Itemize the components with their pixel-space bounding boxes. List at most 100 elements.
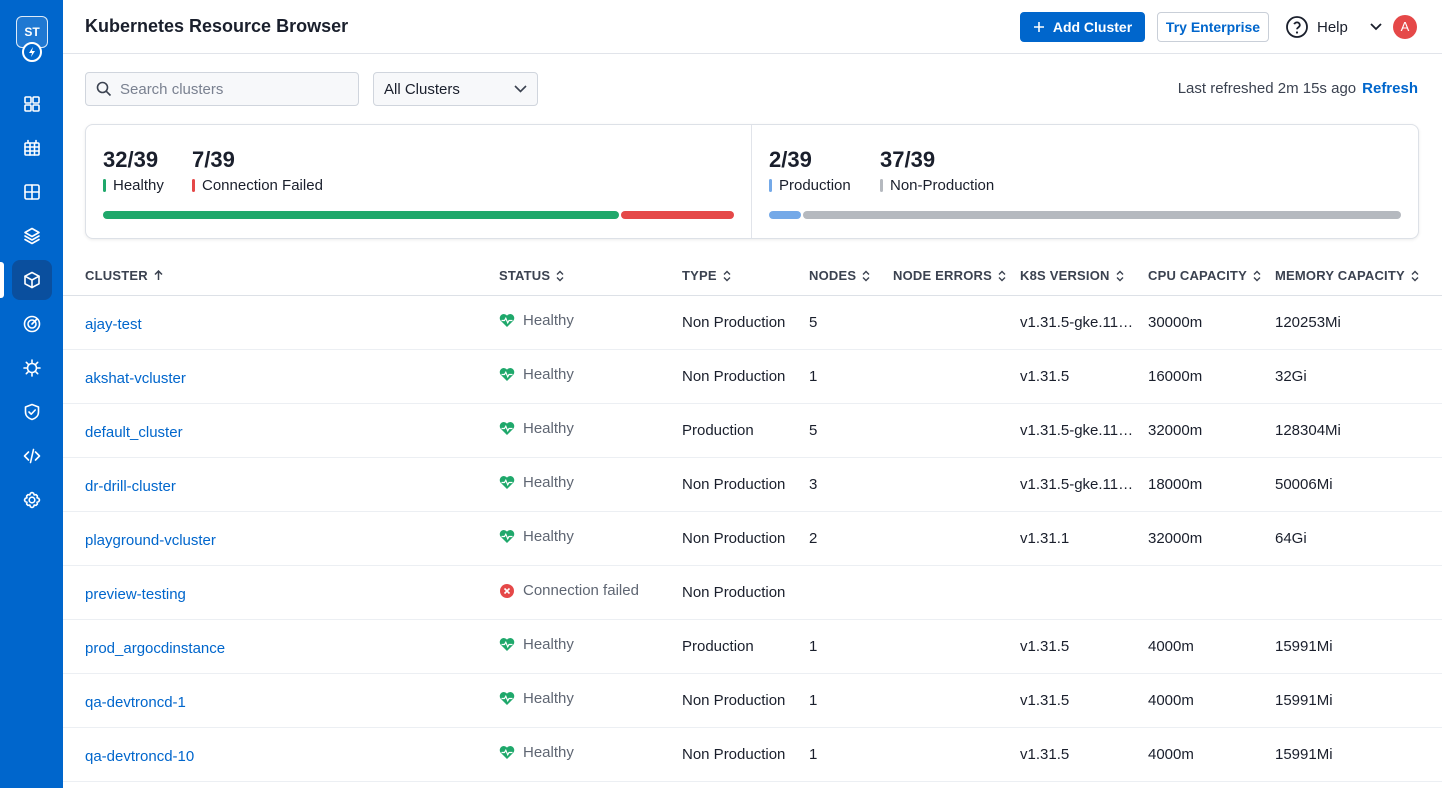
healthy-heart-icon: [499, 476, 515, 489]
status-text: Healthy: [523, 690, 574, 707]
cluster-name-link[interactable]: prod_argocdinstance: [85, 640, 226, 657]
table-row[interactable]: ajay-test Healthy Non Production 5 v1.31.5-g…: [63, 296, 1442, 350]
search-box[interactable]: [85, 72, 359, 106]
column-header-status[interactable]: STATUS: [499, 268, 564, 283]
table-row[interactable]: preview-testing Connection failed Non Prod…: [63, 566, 1442, 620]
stats-divider: [751, 125, 752, 238]
cluster-name-link[interactable]: dr-drill-cluster: [85, 478, 176, 495]
column-header-node-errors[interactable]: NODE ERRORS: [893, 268, 1006, 283]
help-label: Help: [1317, 18, 1348, 36]
production-segment: [769, 211, 802, 219]
table-row[interactable]: qa-devtroncd-1 Healthy Non Production 1 v1.3…: [63, 674, 1442, 728]
column-header-nodes[interactable]: NODES: [809, 268, 870, 283]
failed-segment: [621, 211, 734, 219]
cell-memory: 15991Mi: [1275, 692, 1333, 709]
cluster-status: Healthy: [499, 744, 574, 761]
healthy-heart-icon: [499, 314, 515, 327]
cell-memory: 32Gi: [1275, 368, 1307, 385]
column-header-memory-capacity[interactable]: MEMORY CAPACITY: [1275, 268, 1419, 283]
cluster-filter-value: All Clusters: [384, 80, 460, 98]
failed-count: 7/39: [192, 147, 235, 172]
nonprod-count: 37/39: [880, 147, 936, 172]
bug-icon: [23, 359, 41, 377]
cluster-name-link[interactable]: ajay-test: [85, 316, 142, 333]
add-cluster-button[interactable]: Add Cluster: [1020, 12, 1145, 42]
column-header-label: K8S VERSION: [1020, 268, 1110, 283]
cluster-name-link[interactable]: preview-testing: [85, 586, 186, 603]
sidebar-item-cube[interactable]: [12, 260, 52, 300]
production-label: Production: [779, 177, 851, 194]
cell-cpu: 16000m: [1148, 368, 1203, 385]
column-header-label: TYPE: [682, 268, 717, 283]
table-row[interactable]: dr-drill-cluster Healthy Non Production 3 v1…: [63, 458, 1442, 512]
sidebar-item-table[interactable]: [12, 128, 52, 168]
refresh-link[interactable]: Refresh: [1362, 80, 1418, 97]
cell-version: v1.31.5-gke.11…: [1020, 422, 1134, 439]
cluster-name-link[interactable]: playground-vcluster: [85, 532, 216, 549]
cluster-name-link[interactable]: qa-devtroncd-10: [85, 748, 195, 765]
sidebar-item-settings-gear[interactable]: [12, 480, 52, 520]
sidebar-item-bug[interactable]: [12, 348, 52, 388]
table-header: CLUSTER STATUS TYPE NODES NODE ERRORS K8S VER…: [63, 256, 1442, 296]
sidebar-item-dashboard-grid[interactable]: [12, 84, 52, 124]
failed-legend-marker: [192, 179, 195, 192]
sort-icon: [1253, 270, 1261, 281]
help-menu[interactable]: Help: [1285, 14, 1382, 40]
cluster-name-link[interactable]: akshat-vcluster: [85, 370, 186, 387]
table-row[interactable]: default_cluster Healthy Production 5 v1.31.5…: [63, 404, 1442, 458]
help-circle-icon: [1286, 16, 1308, 38]
cell-type: Production: [682, 422, 754, 439]
sidebar-item-layout-grid[interactable]: [12, 172, 52, 212]
healthy-legend-marker: [103, 179, 106, 192]
cell-memory: 15991Mi: [1275, 638, 1333, 655]
status-text: Healthy: [523, 744, 574, 761]
refresh-status: Last refreshed 2m 15s ago Refresh: [1178, 80, 1418, 97]
table-row[interactable]: akshat-vcluster Healthy Non Production 1 v1.…: [63, 350, 1442, 404]
table-row[interactable]: playground-vcluster Healthy Non Production…: [63, 512, 1442, 566]
column-header-label: STATUS: [499, 268, 551, 283]
sidebar-item-shield-check[interactable]: [12, 392, 52, 432]
cell-memory: 50006Mi: [1275, 476, 1333, 493]
try-enterprise-button[interactable]: Try Enterprise: [1157, 12, 1269, 42]
table-row[interactable]: qa-devtroncd-10 Healthy Non Production 1 v1.…: [63, 728, 1442, 782]
status-text: Healthy: [523, 528, 574, 545]
cell-nodes: 5: [809, 314, 818, 331]
cell-nodes: 1: [809, 692, 818, 709]
healthy-heart-icon: [499, 638, 515, 651]
column-header-k8s-version[interactable]: K8S VERSION: [1020, 268, 1124, 283]
nonprod-legend-marker: [880, 179, 883, 192]
user-avatar[interactable]: A: [1393, 15, 1417, 39]
search-input[interactable]: [120, 80, 340, 98]
column-header-cpu-capacity[interactable]: CPU CAPACITY: [1148, 268, 1261, 283]
layers-icon: [24, 227, 40, 245]
column-header-label: MEMORY CAPACITY: [1275, 268, 1405, 283]
sort-icon: [1116, 270, 1124, 281]
sidebar-item-target[interactable]: [12, 304, 52, 344]
column-header-type[interactable]: TYPE: [682, 268, 731, 283]
column-header-label: CPU CAPACITY: [1148, 268, 1247, 283]
sidebar-item-code[interactable]: [12, 436, 52, 476]
column-header-cluster[interactable]: CLUSTER: [85, 268, 163, 283]
cell-version: v1.31.5-gke.11…: [1020, 314, 1134, 331]
cluster-name-link[interactable]: default_cluster: [85, 424, 183, 441]
cluster-name-link[interactable]: qa-devtroncd-1: [85, 694, 186, 711]
cluster-status: Healthy: [499, 636, 574, 653]
target-icon: [23, 315, 41, 333]
cell-cpu: 4000m: [1148, 638, 1194, 655]
cell-nodes: 1: [809, 368, 818, 385]
production-legend-marker: [769, 179, 772, 192]
cell-version: v1.31.1: [1020, 530, 1070, 547]
cluster-status: Healthy: [499, 366, 574, 383]
table-row[interactable]: prod_argocdinstance Healthy Production 1 v1.…: [63, 620, 1442, 674]
sidebar-item-layers[interactable]: [12, 216, 52, 256]
column-header-label: NODES: [809, 268, 857, 283]
nonprod-label: Non-Production: [890, 177, 995, 194]
nonprod-stat: 37/39 Non-Production: [880, 147, 994, 194]
code-icon: [23, 448, 41, 464]
cell-nodes: 5: [809, 422, 818, 439]
cell-cpu: 18000m: [1148, 476, 1203, 493]
cell-type: Non Production: [682, 746, 786, 763]
cell-nodes: 3: [809, 476, 818, 493]
cell-cpu: 32000m: [1148, 422, 1203, 439]
cluster-filter-select[interactable]: All Clusters: [373, 72, 538, 106]
